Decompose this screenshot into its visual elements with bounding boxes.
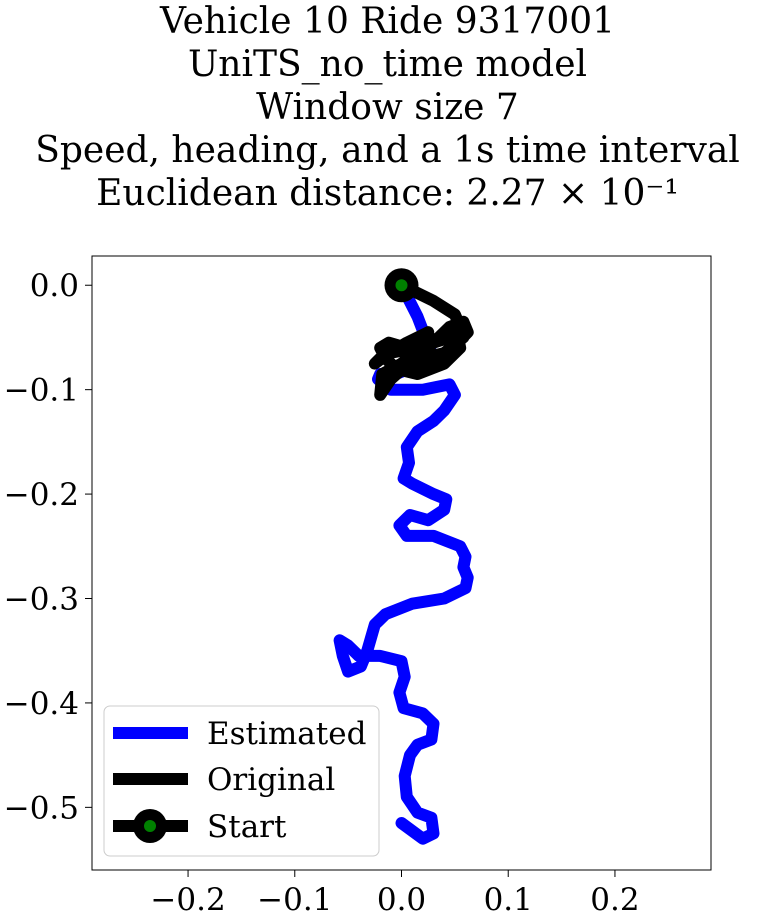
- x-tick-label: −0.1: [257, 882, 332, 918]
- start-marker-center: [395, 279, 408, 292]
- x-tick-label: 0.1: [484, 882, 533, 918]
- title-line-2: UniTS_no_time model: [187, 44, 588, 85]
- legend: Estimated Original Start: [103, 705, 380, 857]
- legend-label-start: Start: [207, 809, 287, 845]
- title-line-1: Vehicle 10 Ride 9317001: [159, 1, 616, 42]
- y-axis: 0.0 −0.1 −0.2 −0.3 −0.4 −0.5: [4, 268, 92, 826]
- legend-label-original: Original: [207, 762, 335, 798]
- series-layer: [333, 268, 474, 845]
- chart-title: Vehicle 10 Ride 9317001 UniTS_no_time mo…: [0, 0, 775, 215]
- legend-swatch-start-marker-center: [144, 820, 156, 832]
- legend-box: [103, 705, 380, 857]
- x-axis: −0.2 −0.1 0.0 0.1 0.2: [150, 870, 640, 918]
- x-tick-label: −0.2: [150, 882, 225, 918]
- y-tick-label: −0.2: [4, 477, 79, 513]
- x-tick-label: 0.2: [590, 882, 639, 918]
- estimated-path: [333, 279, 474, 845]
- y-tick-label: −0.5: [4, 790, 79, 826]
- original-path: [368, 279, 474, 401]
- x-tick-label: 0.0: [377, 882, 426, 918]
- y-tick-label: −0.4: [4, 686, 79, 722]
- y-tick-label: 0.0: [30, 268, 79, 304]
- title-line-5: Euclidean distance: 2.27 × 10⁻¹: [96, 173, 679, 214]
- legend-label-estimated: Estimated: [207, 716, 366, 752]
- title-line-3: Window size 7: [256, 87, 519, 128]
- title-line-4: Speed, heading, and a 1s time interval: [35, 130, 740, 171]
- y-tick-label: −0.1: [4, 373, 79, 409]
- y-tick-label: −0.3: [4, 582, 79, 618]
